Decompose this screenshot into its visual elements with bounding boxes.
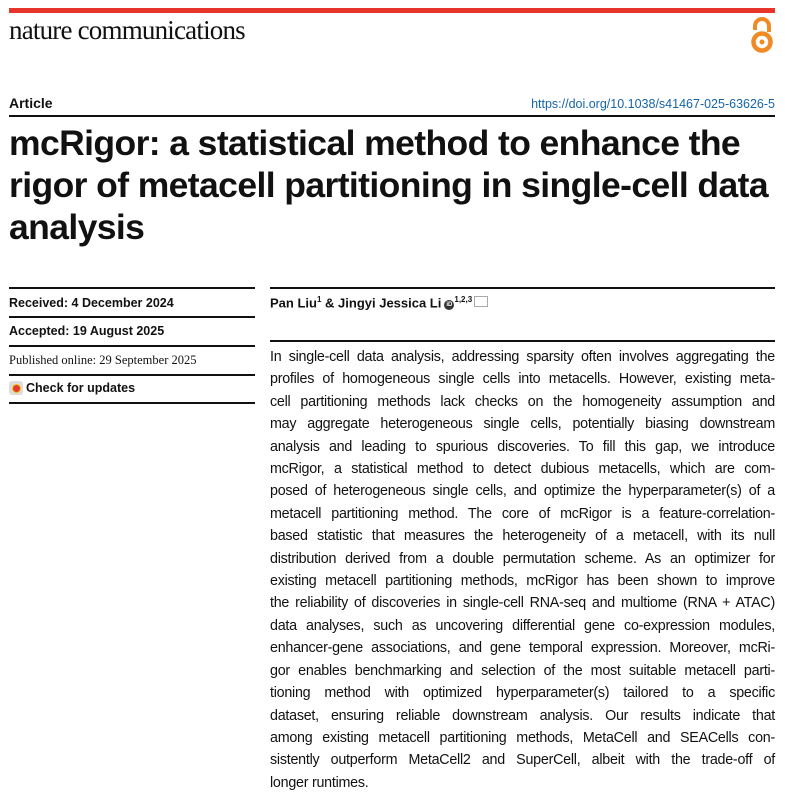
doi-link[interactable]: https://doi.org/10.1038/s41467-025-63626… <box>531 97 775 111</box>
check-for-updates-button[interactable]: Check for updates <box>9 381 135 395</box>
divider <box>9 316 255 318</box>
check-updates-label: Check for updates <box>26 381 136 395</box>
affiliation: 1 <box>316 295 322 304</box>
abstract-line: tioning method with optimized hyperparam… <box>270 685 775 702</box>
author-separator: & <box>321 295 339 311</box>
abstract-line: based statistic that measures the hetero… <box>270 528 775 545</box>
journal-accent-bar <box>9 8 775 13</box>
author-name[interactable]: Jingyi Jessica Li <box>338 295 442 311</box>
abstract-line: gor enables benchmarking and selection o… <box>270 662 775 679</box>
article-title: mcRigor: a statistical method to enhance… <box>9 123 769 247</box>
abstract-line: dataset, ensuring reliable downstream an… <box>270 707 775 724</box>
journal-name: nature communications <box>9 15 246 45</box>
abstract-line: among existing metacell partitioning met… <box>270 729 775 746</box>
orcid-icon[interactable]: iD <box>444 300 455 311</box>
divider <box>9 402 255 404</box>
abstract-line: may aggregate heterogeneous single cells… <box>270 416 775 433</box>
abstract-line: sistently outperform MetaCell2 and Super… <box>270 752 775 769</box>
affiliation: 1,2,3 <box>454 295 473 304</box>
abstract-line: enhancer-gene associations, and gene tem… <box>270 640 775 657</box>
open-access-icon <box>751 17 773 53</box>
divider <box>9 115 775 117</box>
article-type: Article <box>9 95 53 111</box>
accepted-date: Accepted: 19 August 2025 <box>9 324 165 338</box>
published-date: Published online: 29 September 2025 <box>9 353 197 367</box>
divider <box>9 345 255 347</box>
abstract-line: profiles of homogeneous single cells int… <box>270 371 775 388</box>
abstract-line: data analyses, such as uncovering differ… <box>270 617 775 634</box>
divider <box>270 287 775 289</box>
divider <box>9 374 255 376</box>
abstract-line: the reliability of discoveries in single… <box>270 595 775 612</box>
mail-icon[interactable] <box>474 296 489 308</box>
received-date: Received: 4 December 2024 <box>9 296 174 310</box>
abstract: In single-cell data analysis, addressing… <box>270 346 775 794</box>
abstract-line: longer runtimes. <box>270 774 369 791</box>
divider <box>9 287 255 289</box>
check-updates-icon <box>9 381 23 395</box>
abstract-line: mcRigor, a statistical method to detect … <box>270 461 775 478</box>
abstract-line: In single-cell data analysis, addressing… <box>270 349 775 365</box>
abstract-line: analysis and leading to spurious discove… <box>270 438 775 455</box>
abstract-line: distribution derived from a double permu… <box>270 550 775 567</box>
author-list: Pan Liu1 & Jingyi Jessica Li iD1,2,3 <box>270 295 489 311</box>
abstract-line: metacell partitioning method. The core o… <box>270 505 775 522</box>
author-name[interactable]: Pan Liu <box>270 295 317 311</box>
abstract-line: existing metacell partitioning methods, … <box>270 573 775 590</box>
abstract-line: cell partitioning methods lack checks on… <box>270 393 775 410</box>
abstract-line: posed of heterogeneous single cells, and… <box>270 483 775 500</box>
divider <box>270 340 775 342</box>
